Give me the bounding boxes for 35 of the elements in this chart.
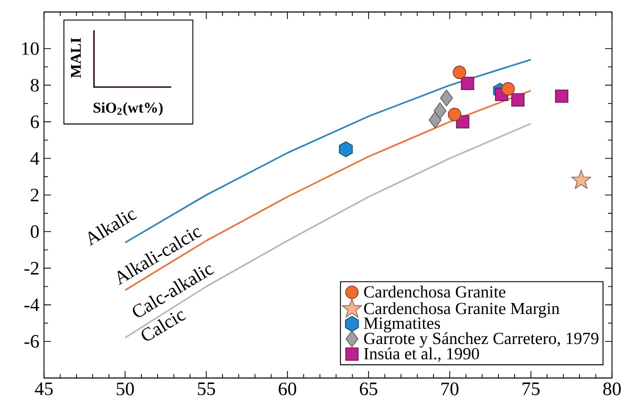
y-tick-label: -4 xyxy=(24,298,40,312)
legend-label: Insúa et al., 1990 xyxy=(364,347,479,362)
point xyxy=(571,170,592,189)
y-tick-label: 4 xyxy=(30,152,40,165)
x-tick-label: 70 xyxy=(442,382,458,396)
y-tick-label: -2 xyxy=(24,262,38,274)
x-tick-label: 45 xyxy=(34,382,53,396)
y-tick-label: 2 xyxy=(30,188,38,202)
point xyxy=(448,108,462,122)
y-tick-label: -6 xyxy=(24,335,39,348)
point xyxy=(460,76,474,90)
point xyxy=(428,112,442,128)
point xyxy=(555,90,568,103)
x-axis-title: SiO$_{2}$(wt%) xyxy=(94,102,163,116)
x-tick-label: 55 xyxy=(198,382,216,396)
point xyxy=(501,82,515,96)
x-tick-label: 60 xyxy=(278,382,296,396)
point xyxy=(434,102,446,120)
legend-label: Cardenchosa Granite xyxy=(364,286,506,298)
legend-label: Migmatites xyxy=(364,318,440,332)
legend-label: Garrote y Sánchez Carretero, 1979 xyxy=(364,332,598,348)
legend-label: Cardenchosa Granite Margin xyxy=(364,302,560,318)
x-tick-label: 75 xyxy=(522,382,540,396)
point xyxy=(452,66,466,80)
point xyxy=(511,93,524,106)
point xyxy=(338,141,353,158)
point xyxy=(440,90,453,106)
y-tick-label: 6 xyxy=(30,115,39,128)
y-axis-title: MALI xyxy=(70,38,81,78)
x-tick-label: 80 xyxy=(603,382,621,396)
x-tick-label: 50 xyxy=(116,382,134,396)
y-tick-label: 8 xyxy=(30,78,39,92)
y-tick-label: 10 xyxy=(22,42,39,55)
x-tick-label: 65 xyxy=(360,382,378,396)
y-tick-label: 0 xyxy=(30,225,39,238)
